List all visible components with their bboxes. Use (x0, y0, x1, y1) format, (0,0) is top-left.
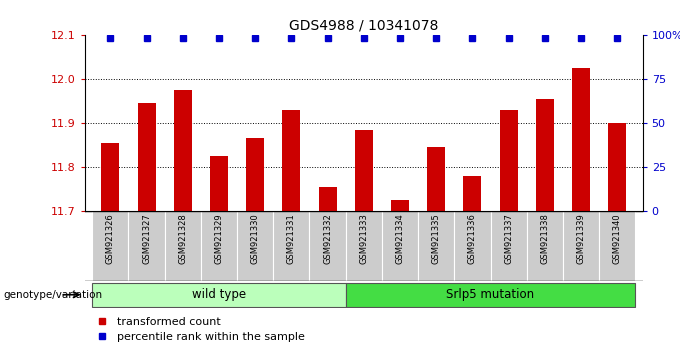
Bar (237, 211, 273, 281)
Bar (490, 211, 527, 281)
Bar (355, 130, 373, 211)
Bar (201, 211, 237, 281)
Bar (454, 211, 490, 281)
Bar (563, 211, 599, 281)
Text: GSM921334: GSM921334 (396, 213, 405, 264)
Text: GSM921328: GSM921328 (178, 213, 187, 264)
Bar (210, 156, 228, 211)
Bar (608, 123, 626, 211)
Bar (165, 211, 201, 281)
Text: GSM921335: GSM921335 (432, 213, 441, 264)
Bar (101, 143, 120, 211)
Text: genotype/variation: genotype/variation (3, 290, 103, 300)
Bar (345, 211, 382, 281)
Title: GDS4988 / 10341078: GDS4988 / 10341078 (289, 19, 439, 33)
Bar (282, 110, 301, 211)
Bar (318, 187, 337, 211)
Bar (129, 211, 165, 281)
Bar (309, 211, 345, 281)
Bar (427, 147, 445, 211)
Text: GSM921340: GSM921340 (613, 213, 622, 264)
Bar (391, 200, 409, 211)
Bar (463, 176, 481, 211)
Text: GSM921332: GSM921332 (323, 213, 332, 264)
Text: GSM921327: GSM921327 (142, 213, 151, 264)
Text: GSM921336: GSM921336 (468, 213, 477, 264)
Bar (345, 283, 635, 307)
Bar (173, 90, 192, 211)
Text: GSM921333: GSM921333 (359, 213, 369, 264)
Bar (599, 211, 635, 281)
Text: Srlp5 mutation: Srlp5 mutation (447, 288, 534, 301)
Bar (382, 211, 418, 281)
Bar (92, 283, 345, 307)
Text: wild type: wild type (192, 288, 246, 301)
Bar (92, 211, 129, 281)
Bar (246, 138, 265, 211)
Legend: transformed count, percentile rank within the sample: transformed count, percentile rank withi… (90, 317, 305, 342)
Text: GSM921339: GSM921339 (577, 213, 585, 264)
Bar (273, 211, 309, 281)
Bar (137, 103, 156, 211)
Text: GSM921331: GSM921331 (287, 213, 296, 264)
Text: GSM921329: GSM921329 (214, 213, 224, 264)
Bar (536, 99, 554, 211)
Bar (500, 110, 517, 211)
Bar (572, 68, 590, 211)
Text: GSM921326: GSM921326 (106, 213, 115, 264)
Text: GSM921337: GSM921337 (504, 213, 513, 264)
Text: GSM921330: GSM921330 (251, 213, 260, 264)
Text: GSM921338: GSM921338 (541, 213, 549, 264)
Bar (418, 211, 454, 281)
Bar (527, 211, 563, 281)
